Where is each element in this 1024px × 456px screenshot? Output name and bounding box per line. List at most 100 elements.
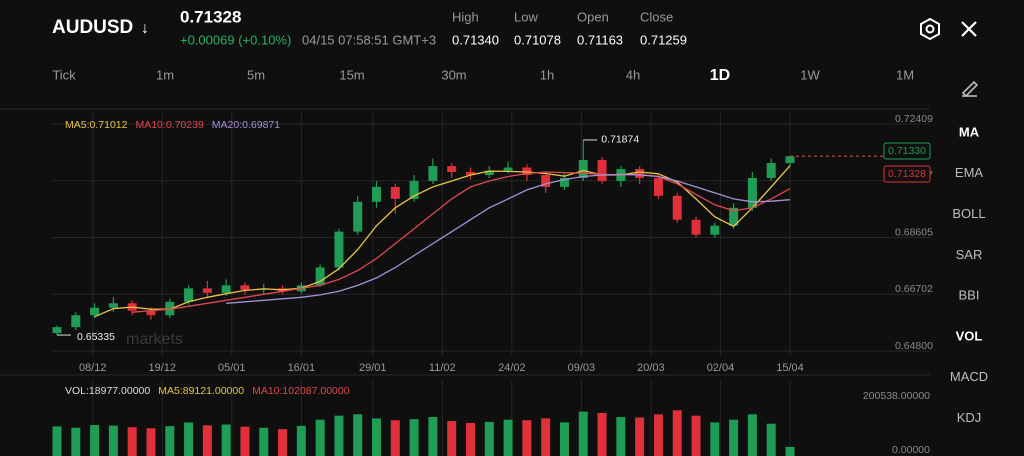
volume-bar — [428, 416, 438, 456]
volume-bar — [372, 418, 382, 456]
candle-body — [202, 288, 212, 293]
volume-bar — [785, 446, 795, 456]
candle-body — [465, 172, 475, 175]
x-tick-label: 15/04 — [776, 362, 804, 374]
volume-bar — [616, 416, 626, 456]
candle-body — [334, 231, 344, 268]
stat-value: 0.71259 — [640, 32, 687, 47]
candle-body — [71, 315, 81, 328]
indicator-tab[interactable]: MACD — [950, 369, 988, 384]
volume-bar — [334, 415, 344, 456]
stat-label: Low — [514, 9, 538, 24]
candle-body — [372, 186, 382, 202]
watermark: markets — [126, 331, 183, 348]
candle-body — [729, 207, 739, 226]
timeframe-tab[interactable]: 30m — [441, 67, 466, 82]
volume-bar — [522, 420, 532, 456]
x-tick-label: 09/03 — [568, 362, 596, 374]
volume-bar — [766, 423, 776, 456]
candle-body — [672, 195, 682, 220]
ma-legend: MA10:0.70239 — [135, 119, 203, 131]
volume-bar — [635, 417, 645, 456]
x-tick-label: 19/12 — [148, 362, 176, 374]
indicator-tab[interactable]: BBI — [959, 288, 980, 303]
volume-bar — [447, 421, 457, 456]
indicator-tab[interactable]: KDJ — [957, 410, 982, 425]
volume-bar — [691, 415, 701, 456]
vol-legend: VOL:18977.00000 — [65, 385, 150, 397]
volume-bar — [484, 421, 494, 456]
timeframe-tab[interactable]: 1M — [896, 67, 914, 82]
candle-body — [747, 177, 757, 208]
candle-body — [240, 285, 250, 290]
symbol[interactable]: AUDUSD — [52, 17, 133, 38]
x-tick-label: 08/12 — [79, 362, 107, 374]
timeframe-tab[interactable]: 1D — [710, 67, 730, 84]
volume-bar — [146, 428, 156, 456]
volume-bar — [184, 422, 194, 456]
indicator-tab[interactable]: VOL — [956, 328, 983, 343]
candle-body — [184, 288, 194, 302]
ma-legend: MA20:0.69871 — [212, 119, 280, 131]
timeframe-tab[interactable]: 5m — [247, 67, 265, 82]
volume-bar — [296, 425, 306, 456]
price-tag — [883, 165, 931, 183]
x-tick-label: 05/01 — [218, 362, 246, 374]
indicator-tab[interactable]: BOLL — [952, 206, 985, 221]
candle-body — [578, 160, 588, 178]
volume-bar — [541, 418, 551, 456]
candle-body — [541, 174, 551, 187]
time: 04/15 07:58:51 GMT+3 — [302, 32, 436, 47]
volume-bar — [503, 419, 513, 456]
low-label: 0.65335 — [77, 331, 115, 343]
draw-icon[interactable] — [961, 80, 979, 98]
timeframe-tab[interactable]: 15m — [339, 67, 364, 82]
candle-body — [559, 177, 569, 187]
indicator-tab[interactable]: SAR — [956, 247, 983, 262]
vol-legend: MA10:102087.00000 — [252, 385, 350, 397]
volume-bar — [710, 422, 720, 456]
x-tick-label: 20/03 — [637, 362, 665, 374]
timeframe-tab[interactable]: Tick — [52, 67, 76, 82]
volume-bar — [278, 429, 288, 456]
candle-body — [315, 267, 325, 286]
close-icon[interactable] — [961, 21, 977, 37]
timeframe-tab[interactable]: 1m — [156, 67, 174, 82]
candle-body — [108, 303, 118, 308]
timeframe-tab[interactable]: 1h — [540, 67, 554, 82]
settings-icon[interactable] — [920, 17, 940, 41]
price-tag-label: 0.71330 — [888, 145, 926, 157]
volume-bar — [559, 422, 569, 456]
indicator-tab[interactable]: EMA — [955, 165, 984, 180]
timeframe-tab[interactable]: 4h — [626, 67, 640, 82]
volume-bar — [90, 425, 100, 456]
stat-label: High — [452, 9, 479, 24]
y-tick-label: 0.66702 — [895, 283, 933, 295]
candle-body — [597, 160, 607, 181]
stat-value: 0.71163 — [577, 32, 623, 47]
volume-bar — [71, 427, 81, 456]
candle-body — [447, 166, 457, 173]
y-tick-label: 0.72409 — [895, 113, 933, 125]
candle-body — [428, 166, 438, 181]
candle-body — [635, 169, 645, 178]
timeframe-tab[interactable]: 1W — [800, 67, 820, 82]
candle-body — [653, 177, 663, 196]
price-tag — [883, 142, 931, 160]
candle-body — [484, 170, 494, 175]
candle-body — [390, 186, 400, 199]
vol-tick-label: 0.00000 — [892, 444, 930, 456]
x-tick-label: 02/04 — [707, 362, 735, 374]
volume-bar — [578, 411, 588, 456]
vol-tick-label: 200538.00000 — [863, 390, 930, 402]
ma-line — [226, 173, 791, 304]
high-label: 0.71874 — [601, 134, 639, 146]
volume-bar — [240, 426, 250, 456]
candle-body — [90, 307, 100, 316]
x-tick-label: 24/02 — [498, 362, 526, 374]
indicator-tab[interactable]: MA — [959, 124, 980, 139]
stat-label: Open — [577, 9, 609, 24]
volume-bar — [390, 420, 400, 456]
x-tick-label: 11/02 — [429, 362, 456, 374]
